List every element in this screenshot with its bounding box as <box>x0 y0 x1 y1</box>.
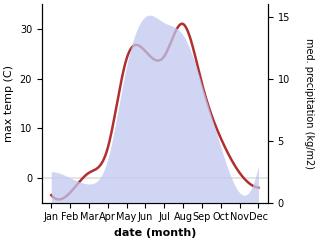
Y-axis label: med. precipitation (kg/m2): med. precipitation (kg/m2) <box>304 38 314 169</box>
Y-axis label: max temp (C): max temp (C) <box>4 65 14 142</box>
X-axis label: date (month): date (month) <box>114 228 196 238</box>
